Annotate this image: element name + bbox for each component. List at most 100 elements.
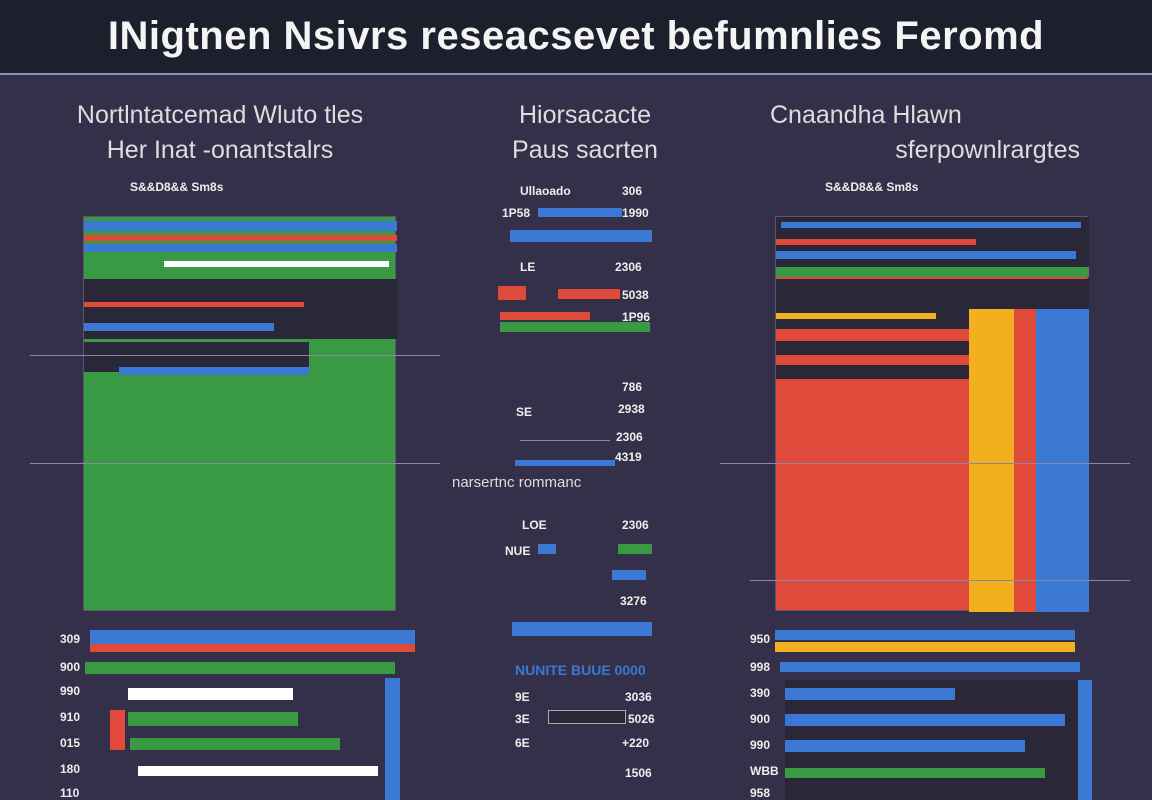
bar (1078, 680, 1092, 800)
bar (1036, 309, 1089, 612)
bar (138, 766, 378, 776)
value-label: 3036 (625, 690, 652, 704)
bar (84, 221, 397, 231)
bar (128, 712, 298, 726)
bar (776, 313, 936, 319)
bar (84, 235, 397, 241)
gridline (720, 463, 1130, 464)
value-label: 786 (622, 380, 643, 394)
row-label: 990 (60, 684, 81, 698)
middle-title: Hiorsacacte Paus sacrten (440, 98, 730, 168)
bar (164, 261, 389, 267)
row-label: 950 (750, 632, 771, 646)
bar (500, 322, 650, 332)
bar (785, 688, 955, 700)
bar (84, 323, 274, 331)
row-label: 6E (515, 736, 530, 750)
row-label: Ullaoado (520, 184, 571, 198)
row-label: 990 (750, 738, 771, 752)
row-label: 9E (515, 690, 530, 704)
bar (119, 367, 309, 375)
bar (85, 662, 395, 674)
row-label: 910 (60, 710, 81, 724)
leader-line (520, 440, 610, 441)
bar (785, 768, 1045, 778)
bar (110, 710, 125, 750)
bar (498, 286, 526, 300)
value-label: 2938 (618, 402, 645, 416)
left-title: Nortlntatcemad Wluto tles Her Inat -onant… (30, 98, 410, 168)
row-label: 180 (60, 762, 81, 776)
middle-title-line2: Paus sacrten (512, 136, 658, 164)
bar (776, 329, 969, 341)
left-chart (83, 216, 397, 611)
gridline (30, 463, 440, 464)
bar (969, 309, 1014, 612)
gridline (750, 580, 1130, 581)
value-label: 1506 (625, 766, 652, 780)
row-label: 998 (750, 660, 771, 674)
bar (90, 630, 415, 644)
bar (558, 289, 620, 299)
left-title-line1: Nortlntatcemad Wluto tles (76, 101, 364, 129)
row-label: 390 (750, 686, 771, 700)
row-label: 900 (60, 660, 81, 674)
value-label: 1990 (622, 206, 649, 220)
right-chart (775, 216, 1089, 612)
row-label: NUE (505, 544, 531, 558)
row-label: 900 (750, 712, 771, 726)
bar (500, 312, 590, 320)
value-label: 306 (622, 184, 643, 198)
bar (776, 251, 1076, 259)
bar (538, 208, 622, 217)
bar (538, 544, 556, 554)
row-label: 015 (60, 736, 81, 750)
bar (612, 570, 646, 580)
bar (775, 642, 1075, 652)
bar (775, 630, 1075, 640)
middle-title-line1: Hiorsacacte (519, 101, 651, 129)
right-legend: S&&D8&& Sm8s (825, 180, 919, 194)
row-label: LOE (522, 518, 547, 532)
bar (510, 230, 652, 242)
value-label: 5038 (622, 288, 649, 302)
bar (776, 355, 969, 365)
value-label: 5026 (628, 712, 655, 726)
right-title-line1: Cnaandha Hlawn (770, 101, 962, 129)
row-label: 110 (60, 786, 80, 800)
bar (548, 710, 626, 724)
value-label: 3276 (620, 594, 647, 608)
gridline (30, 355, 440, 356)
row-label: SE (516, 405, 533, 419)
bar (776, 239, 976, 245)
row-label: WBB (750, 764, 779, 778)
bar (618, 544, 652, 554)
bar (130, 738, 340, 750)
value-label: 2306 (622, 518, 649, 532)
bar (385, 678, 400, 800)
bar (781, 222, 1081, 228)
middle-center-text: narsertnc rommanc (452, 474, 582, 491)
value-label: 2306 (615, 260, 642, 274)
left-title-line2: Her Inat -onantstalrs (106, 136, 334, 164)
right-title-line2: sferpownlrargtes (895, 136, 1080, 164)
bar (780, 662, 1080, 672)
bar (84, 302, 304, 307)
value-label: 1P96 (622, 310, 651, 324)
bar (785, 714, 1065, 726)
right-title: Cnaandha Hlawn sferpownlrargtes (740, 98, 1080, 168)
row-label: 958 (750, 786, 771, 800)
bar (515, 460, 615, 466)
row-label: LE (520, 260, 536, 274)
row-label: 1P58 (502, 206, 531, 220)
page-header: INigtnen Nsivrs reseacsevet befumnlies F… (0, 0, 1152, 75)
bar (512, 622, 652, 636)
left-legend: S&&D8&& Sm8s (130, 180, 224, 194)
page-title: INigtnen Nsivrs reseacsevet befumnlies F… (107, 14, 1045, 58)
bar (84, 244, 397, 252)
middle-footer-label: NUNITE BUUE 0000 (515, 662, 646, 678)
bar (776, 267, 1089, 277)
bar (785, 740, 1025, 752)
value-label: 4319 (615, 450, 642, 464)
value-label: 2306 (616, 430, 643, 444)
